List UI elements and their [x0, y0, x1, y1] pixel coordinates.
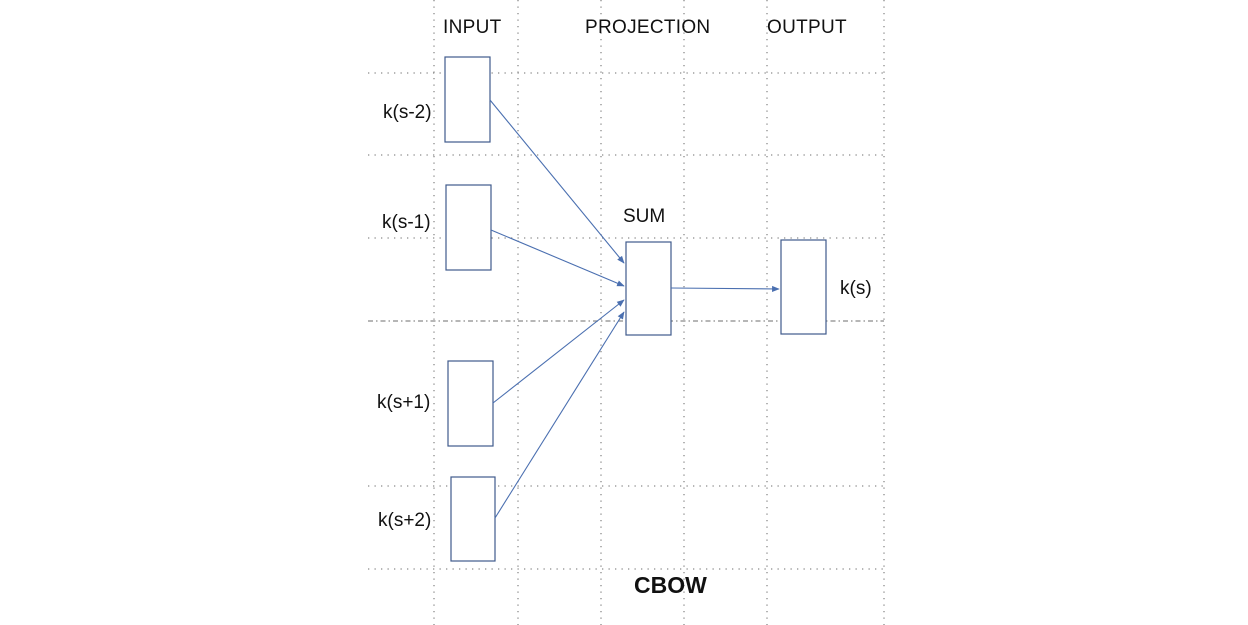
arrow-input-3-to-sum: [492, 299, 625, 404]
input-label-4: k(s+2): [378, 510, 432, 531]
input-label-3: k(s+1): [377, 392, 431, 413]
input-box-s-plus-1: [447, 360, 494, 447]
sum-label: SUM: [623, 206, 666, 227]
header-output: OUTPUT: [767, 17, 847, 38]
output-label: k(s): [840, 278, 872, 299]
projection-sum-box: [625, 241, 672, 336]
input-box-s-minus-1: [445, 184, 492, 271]
output-box: [780, 239, 827, 335]
arrow-input-2-to-sum: [490, 229, 625, 287]
input-box-s-plus-2: [450, 476, 496, 562]
input-box-s-minus-2: [444, 56, 491, 143]
header-projection: PROJECTION: [585, 17, 711, 38]
diagram-caption: CBOW: [634, 572, 707, 598]
input-label-1: k(s-2): [383, 102, 432, 123]
arrow-input-1-to-sum: [489, 99, 625, 264]
header-input: INPUT: [443, 17, 502, 38]
input-label-2: k(s-1): [382, 212, 431, 233]
arrow-input-4-to-sum: [494, 311, 625, 519]
arrow-sum-to-output: [670, 285, 780, 293]
dotted-grid: [368, 0, 885, 625]
